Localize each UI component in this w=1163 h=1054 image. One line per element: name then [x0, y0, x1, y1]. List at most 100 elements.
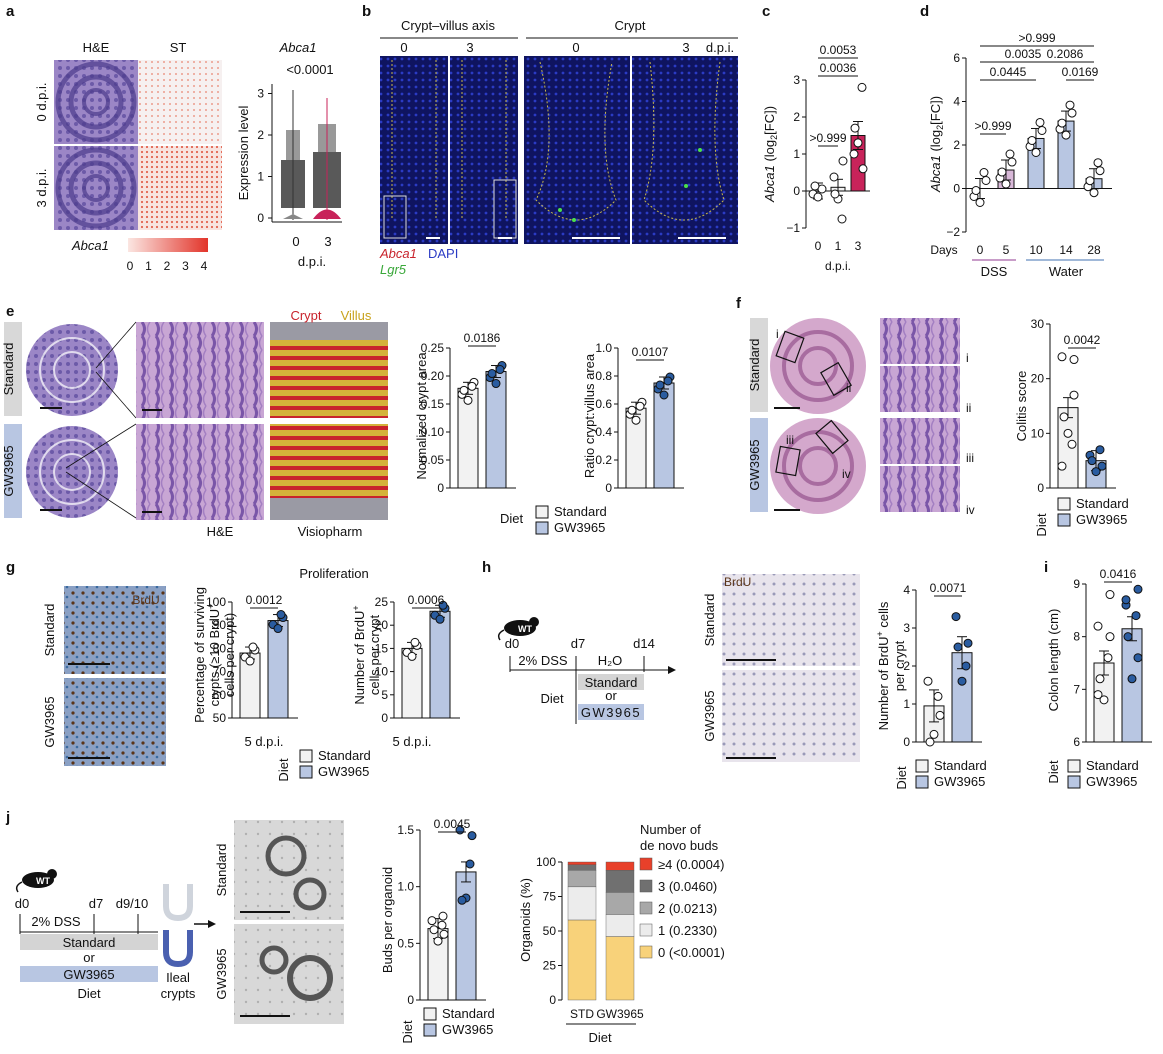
j2-legend-swatch-3 — [639, 923, 653, 937]
violin-pvalue: <0.0001 — [286, 62, 333, 77]
d-cat-0-point-2 — [975, 198, 985, 207]
j1-cat-0-point-4 — [429, 925, 439, 935]
d-cat-3-point-2 — [1061, 130, 1071, 140]
e-he-zoom-standard — [136, 322, 264, 418]
g1-ylabel: Percentage of survivingcrypts (≥10 BrdU+… — [192, 587, 237, 723]
j2-seg-0-3 — [567, 864, 597, 871]
c-xtick-1: 1 — [835, 239, 842, 253]
fluor-image-3 — [524, 56, 630, 244]
g1-cat-0-point-2 — [245, 656, 255, 666]
e1-ytick-5: 0.25 — [421, 341, 445, 355]
b-legend-lgr5: Lgr5 — [380, 262, 407, 277]
g1-pvalue: 0.0012 — [246, 593, 283, 607]
j2-seg-1-0 — [605, 936, 635, 1001]
e1-ytick-2: 0.10 — [421, 425, 445, 439]
f-ylabel: Colitis score — [1014, 371, 1029, 442]
h-gw: GW3965 — [581, 705, 641, 720]
i-pvalue: 0.0416 — [1100, 567, 1137, 581]
row-label-0dpi: 0 d.p.i. — [34, 82, 49, 121]
d-cat-0-point-4 — [971, 186, 981, 195]
g2-cat-0-point-2 — [407, 651, 417, 661]
group-crypt-villus: Crypt–villus axis — [401, 18, 495, 33]
j2-legend: ≥4 (0.0004) 3 (0.0460) 2 (0.0213) 1 (0.2330… — [639, 857, 725, 960]
h-d0: d0 — [505, 636, 519, 651]
f-cat-1-point-2 — [1091, 467, 1101, 477]
e1-ytick-1: 0.05 — [421, 453, 445, 467]
f-zoom-iii — [880, 418, 960, 464]
b-col-3a: 3 — [466, 40, 473, 55]
j2-legend-item-0: ≥4 (0.0004) — [658, 857, 724, 872]
d-ytick-2: 2 — [953, 138, 960, 152]
e-row-gw: GW3965 — [1, 445, 16, 496]
j-d910: d9/10 — [116, 896, 149, 911]
d-days-label: Days — [930, 243, 957, 257]
e-he-label: H&E — [207, 524, 234, 539]
scale-tick-4: 4 — [201, 259, 208, 273]
j1-ytick-0: 0 — [407, 993, 414, 1007]
j1-cat-1-point-3 — [465, 859, 475, 869]
j2-legend-item-3: 1 (0.2330) — [658, 923, 717, 938]
panel-letter-e: e — [6, 303, 14, 320]
c-cat-1-point-3 — [838, 156, 848, 166]
col-label-st: ST — [170, 40, 187, 55]
e2-cat-1-point-3 — [663, 376, 673, 386]
e1-ytick-0: 0 — [437, 481, 444, 495]
g1-ytick-1: 60 — [213, 688, 227, 702]
j2-xlabel: Diet — [588, 1030, 612, 1045]
g2-cat-1-point-3 — [438, 600, 448, 610]
f-cat-1-point-3 — [1095, 445, 1105, 455]
i-cat-0-point-6 — [1093, 690, 1103, 700]
fluor-image-1 — [380, 56, 448, 244]
j1-cat-0-point-0 — [427, 916, 437, 926]
e-villus-label: Villus — [341, 308, 372, 323]
j-diet-label2: Diet — [400, 1020, 415, 1044]
j1-cat-1-point-1 — [467, 831, 477, 841]
d-dss-label: DSS — [981, 264, 1008, 279]
g1-cat-1-point-3 — [276, 610, 286, 620]
f-zoom-label-ii: ii — [966, 401, 971, 415]
j-legend-title-2: de novo buds — [640, 838, 719, 853]
chart-g2: 0 5 10 15 20 25 0.0006 — [375, 593, 460, 725]
j1-cat-0-point-1 — [439, 929, 449, 939]
g2-ytick-3: 15 — [375, 641, 389, 655]
e2-ytick-0: 0 — [605, 481, 612, 495]
j2-legend-swatch-4 — [639, 945, 653, 959]
i-cat-1-point-6 — [1121, 595, 1131, 605]
h-legend-standard: Standard — [934, 758, 987, 773]
c-cat-2-point-4 — [850, 123, 860, 133]
j1-cat-0-point-2 — [433, 936, 443, 946]
j2-legend-swatch-1 — [639, 879, 653, 893]
g1-ytick-5: 100 — [206, 595, 226, 609]
j-img-standard — [234, 820, 344, 920]
f-cat-0-point-1 — [1069, 355, 1079, 365]
i-cat-0-point-4 — [1095, 674, 1105, 684]
j1-ytick-1: 0.5 — [397, 936, 414, 950]
f-region-iii: iii — [786, 433, 794, 447]
j-diet: Diet — [77, 986, 101, 1001]
i-diet-label: Diet — [1046, 760, 1061, 784]
j2-xtick-0: STD — [570, 1007, 594, 1021]
violin-y-ticks: 0 1 2 3 — [257, 87, 272, 225]
h-img-standard — [722, 574, 860, 666]
g2-ylabel: Number of BrdU+cells per crypt — [351, 605, 382, 704]
g-img-standard — [64, 586, 166, 674]
d-cat-3-point-3 — [1065, 100, 1075, 110]
b-col-3b: 3 — [682, 40, 689, 55]
h-ytick-2: 2 — [903, 659, 910, 673]
j1-cat-0-point-3 — [437, 920, 447, 930]
e1-ytick-3: 0.15 — [421, 397, 445, 411]
f-legend-gw: GW3965 — [1076, 512, 1127, 527]
f-legend-standard: Standard — [1076, 496, 1129, 511]
j2-ytick-2: 50 — [543, 924, 557, 938]
d-cat-1-point-4 — [997, 167, 1007, 177]
g-diet-label: Diet — [276, 758, 291, 782]
g2-xlabel: 5 d.p.i. — [392, 734, 431, 749]
h-row-gw: GW3965 — [702, 690, 717, 741]
j2-ytick-1: 25 — [543, 959, 557, 973]
f-zoom-label-iv: iv — [966, 503, 975, 517]
e1-cat-0-point-2 — [463, 395, 473, 405]
f-ytick-2: 20 — [1031, 372, 1045, 386]
gene-label: Abca1 — [71, 238, 109, 253]
violin-ytick-3: 3 — [257, 87, 264, 101]
h-cat-0-point-4 — [925, 737, 935, 747]
